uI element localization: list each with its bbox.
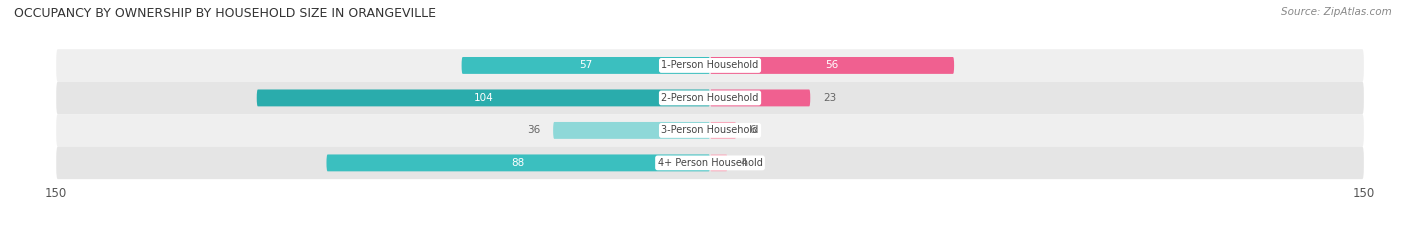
Text: 36: 36: [527, 125, 540, 135]
FancyBboxPatch shape: [257, 89, 710, 106]
FancyBboxPatch shape: [553, 122, 710, 139]
Text: 57: 57: [579, 60, 592, 70]
FancyBboxPatch shape: [461, 57, 710, 74]
Text: OCCUPANCY BY OWNERSHIP BY HOUSEHOLD SIZE IN ORANGEVILLE: OCCUPANCY BY OWNERSHIP BY HOUSEHOLD SIZE…: [14, 7, 436, 20]
Text: 104: 104: [474, 93, 494, 103]
FancyBboxPatch shape: [710, 154, 727, 171]
FancyBboxPatch shape: [710, 89, 810, 106]
FancyBboxPatch shape: [56, 82, 1364, 114]
FancyBboxPatch shape: [326, 154, 710, 171]
FancyBboxPatch shape: [710, 57, 955, 74]
FancyBboxPatch shape: [56, 114, 1364, 147]
Text: 6: 6: [749, 125, 756, 135]
Text: 1-Person Household: 1-Person Household: [661, 60, 759, 70]
Text: 3-Person Household: 3-Person Household: [661, 125, 759, 135]
Text: 23: 23: [824, 93, 837, 103]
Text: 56: 56: [825, 60, 839, 70]
Text: 4+ Person Household: 4+ Person Household: [658, 158, 762, 168]
Text: Source: ZipAtlas.com: Source: ZipAtlas.com: [1281, 7, 1392, 17]
FancyBboxPatch shape: [56, 147, 1364, 179]
Text: 2-Person Household: 2-Person Household: [661, 93, 759, 103]
Legend: Owner-occupied, Renter-occupied: Owner-occupied, Renter-occupied: [586, 231, 834, 233]
Text: 4: 4: [741, 158, 747, 168]
FancyBboxPatch shape: [710, 122, 737, 139]
FancyBboxPatch shape: [56, 49, 1364, 82]
Text: 88: 88: [512, 158, 524, 168]
